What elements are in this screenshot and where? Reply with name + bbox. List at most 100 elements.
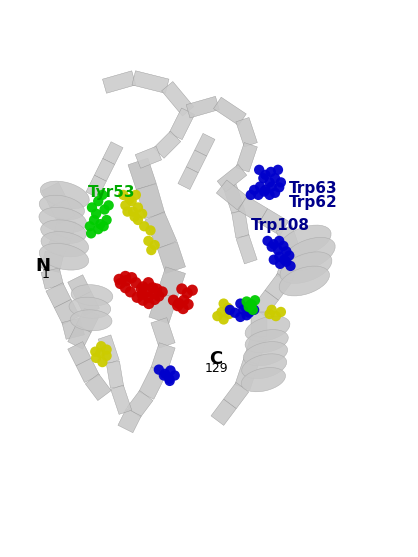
Point [167,366,174,375]
Point [131,212,138,221]
Ellipse shape [245,330,288,353]
Ellipse shape [70,310,112,331]
Point [141,222,148,231]
Point [145,293,152,302]
Point [145,299,152,308]
Point [180,304,186,313]
Polygon shape [127,390,153,417]
Point [99,358,106,367]
Polygon shape [50,199,75,224]
Point [116,275,122,284]
Point [99,190,106,199]
Point [149,284,156,292]
Point [105,201,112,210]
Ellipse shape [282,237,335,271]
Point [251,185,257,194]
Point [275,165,281,174]
Polygon shape [251,312,267,337]
Point [266,310,273,319]
Point [268,305,275,314]
Polygon shape [178,167,198,189]
Ellipse shape [39,195,84,219]
Point [268,182,275,191]
Point [252,296,258,305]
Point [93,209,99,218]
Point [122,201,129,210]
Polygon shape [98,335,119,364]
Polygon shape [238,196,268,223]
Point [117,279,124,288]
Point [176,299,182,308]
Ellipse shape [279,266,329,296]
Text: Tyr53: Tyr53 [88,185,135,200]
Ellipse shape [241,368,285,392]
Text: 129: 129 [205,362,229,375]
Point [283,257,290,266]
Point [144,287,150,296]
Point [140,282,146,291]
Point [145,236,152,245]
Point [128,273,135,282]
Ellipse shape [243,341,288,366]
Point [140,296,146,305]
Point [101,205,108,214]
Point [270,240,277,248]
Polygon shape [151,343,175,373]
Point [95,197,102,206]
Point [122,272,129,281]
Point [139,209,145,218]
Ellipse shape [39,207,87,233]
Point [171,371,178,380]
Point [89,203,95,212]
Point [275,246,281,255]
Point [181,296,187,305]
Point [174,301,181,310]
Point [93,354,99,363]
Polygon shape [136,184,165,219]
Point [151,295,158,304]
Polygon shape [154,131,181,158]
Point [220,299,227,308]
Point [189,286,196,295]
Point [123,276,130,285]
Point [145,278,152,287]
Polygon shape [76,358,99,383]
Ellipse shape [41,232,89,257]
Point [120,190,127,199]
Point [133,190,139,199]
Point [237,299,244,308]
Polygon shape [232,211,249,238]
Polygon shape [62,318,84,339]
Point [155,365,162,374]
Polygon shape [68,325,91,349]
Polygon shape [235,360,258,390]
Point [135,203,141,212]
Polygon shape [214,97,246,125]
Point [257,182,263,191]
Point [153,285,160,294]
Text: N: N [36,257,51,275]
Point [283,247,290,256]
Point [243,297,250,306]
Point [272,174,278,183]
Point [286,251,293,260]
Text: Trp108: Trp108 [251,218,310,233]
Point [280,241,287,250]
Ellipse shape [71,285,113,306]
Point [103,345,110,354]
Polygon shape [42,182,67,207]
Polygon shape [76,308,99,333]
Polygon shape [157,242,186,273]
Polygon shape [195,133,215,156]
Point [246,309,252,317]
Point [148,246,155,255]
Point [97,219,104,228]
Text: Trp62: Trp62 [288,196,337,211]
Point [243,311,250,320]
Point [278,178,284,187]
Point [273,312,279,321]
Point [147,226,154,235]
Polygon shape [86,175,106,198]
Point [98,342,104,351]
Point [162,369,168,378]
